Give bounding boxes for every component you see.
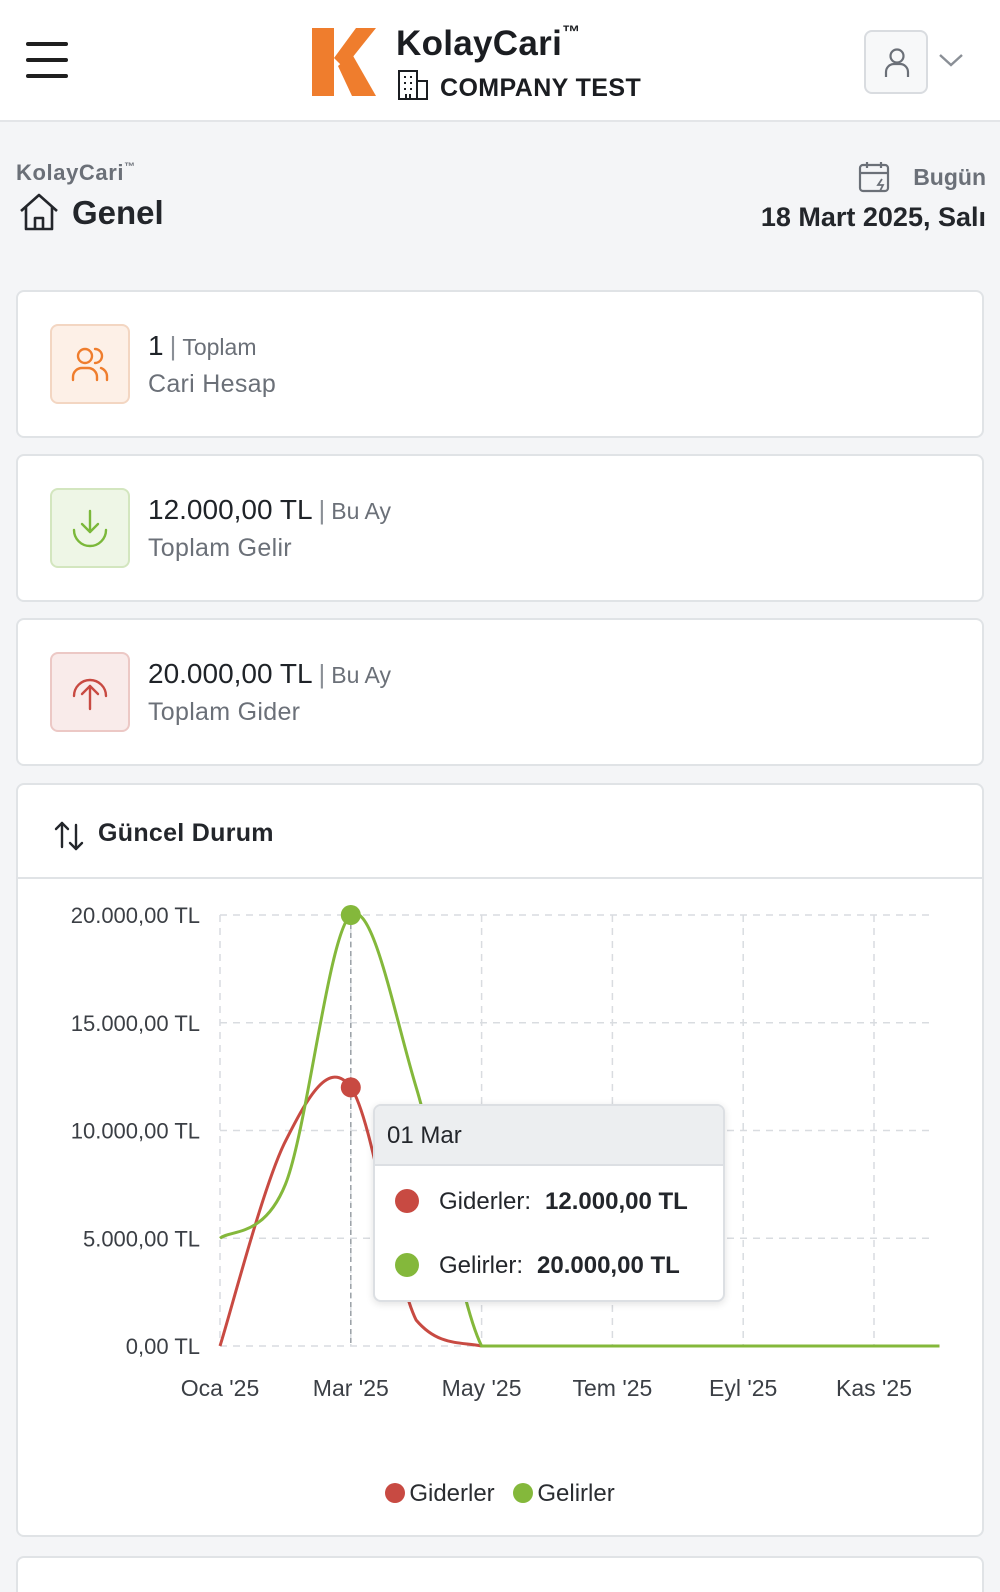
current-date: 18 Mart 2025, Salı	[760, 202, 986, 232]
stat-icon-box	[50, 652, 130, 732]
tooltip-label: Gelirler:	[439, 1252, 524, 1279]
y-tick-label: 20.000,00 TL	[71, 903, 200, 928]
y-tick-label: 15.000,00 TL	[71, 1011, 200, 1036]
stat-icon-box	[50, 324, 130, 404]
stat-label: Toplam Gider	[148, 698, 301, 726]
legend-dot	[513, 1483, 534, 1503]
chart-card-title: Güncel Durum	[98, 819, 274, 847]
stat-label: Cari Hesap	[148, 370, 277, 398]
tooltip-value: 12.000,00 TL	[545, 1188, 688, 1215]
data-point-1	[340, 905, 361, 925]
chevron-down-icon[interactable]	[938, 52, 964, 68]
page-header: KolayCari™ Genel Bugün 18 Mart 2025, Sal…	[16, 160, 986, 240]
users-icon	[71, 347, 109, 382]
x-tick-label: Eyl '25	[709, 1375, 777, 1401]
stat-card-expense[interactable]: 20.000,00 TL | Bu Ay Toplam Gider	[16, 618, 984, 766]
next-card	[16, 1556, 984, 1592]
tooltip-label: Giderler:	[439, 1188, 532, 1215]
user-menu-button[interactable]	[864, 30, 928, 94]
tooltip-title: 01 Mar	[375, 1106, 723, 1166]
kolaycari-logo	[312, 28, 376, 96]
stat-value-line: 1 | Toplam	[148, 330, 257, 361]
upload-icon	[72, 678, 108, 711]
user-icon	[884, 48, 910, 77]
building-icon	[398, 70, 428, 100]
stat-icon-box	[50, 488, 130, 568]
legend-label: Gelirler	[537, 1480, 615, 1507]
home-icon	[20, 193, 58, 231]
x-tick-label: Tem '25	[572, 1375, 652, 1401]
stat-value-line: 20.000,00 TL | Bu Ay	[148, 658, 391, 689]
y-tick-label: 0,00 TL	[126, 1334, 200, 1359]
hamburger-menu-button[interactable]	[26, 42, 68, 78]
tooltip-dot	[395, 1253, 419, 1277]
legend-item-income[interactable]: Gelirler	[513, 1480, 615, 1508]
company-name: COMPANY TEST	[440, 74, 642, 102]
x-tick-label: Kas '25	[836, 1375, 912, 1401]
date-label: Bugün	[913, 164, 986, 190]
tooltip-value: 20.000,00 TL	[537, 1252, 680, 1279]
tooltip-row-expense: Giderler: 12.000,00 TL	[395, 1188, 688, 1216]
data-point-0	[340, 1077, 361, 1098]
y-tick-label: 10.000,00 TL	[71, 1119, 200, 1144]
legend-label: Giderler	[409, 1480, 495, 1507]
hamburger-line	[26, 42, 68, 46]
calendar-icon	[858, 162, 890, 193]
chart-tooltip: 01 Mar Giderler: 12.000,00 TL Gelirler: 20…	[373, 1104, 725, 1302]
sort-arrows-icon	[54, 821, 84, 851]
chart-card-header: Güncel Durum	[18, 785, 982, 879]
stat-value-line: 12.000,00 TL | Bu Ay	[148, 494, 391, 525]
tooltip-row-income: Gelirler: 20.000,00 TL	[395, 1252, 680, 1280]
tooltip-dot	[395, 1189, 419, 1213]
chart-legend: Giderler Gelirler	[0, 1480, 1000, 1508]
stat-card-accounts[interactable]: 1 | Toplam Cari Hesap	[16, 290, 984, 438]
hamburger-line	[26, 74, 68, 78]
y-tick-label: 5.000,00 TL	[83, 1226, 200, 1251]
x-tick-label: Mar '25	[313, 1375, 389, 1401]
series-line-1	[219, 911, 940, 1348]
legend-item-expense[interactable]: Giderler	[385, 1480, 495, 1508]
app-caption: KolayCari™	[16, 160, 136, 185]
page-title: Genel	[72, 194, 164, 231]
brand-name: KolayCari™	[396, 22, 581, 63]
x-tick-label: Oca '25	[181, 1375, 260, 1401]
x-tick-label: May '25	[442, 1375, 522, 1401]
legend-dot	[385, 1483, 406, 1503]
hamburger-line	[26, 58, 68, 62]
top-bar: KolayCari™ COMPANY TEST	[0, 0, 1000, 122]
stat-label: Toplam Gelir	[148, 534, 292, 562]
stat-card-income[interactable]: 12.000,00 TL | Bu Ay Toplam Gelir	[16, 454, 984, 602]
download-icon	[72, 509, 108, 548]
